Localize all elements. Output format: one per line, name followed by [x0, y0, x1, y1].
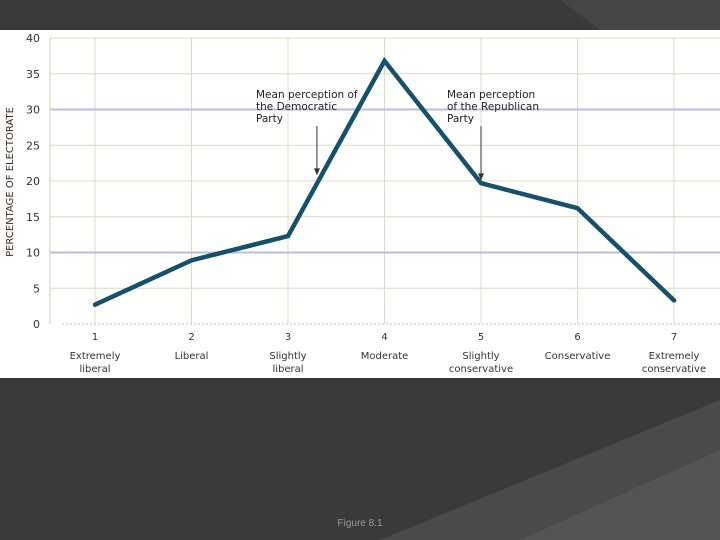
data-point-6 — [575, 206, 580, 211]
y-tick-label-20: 20 — [26, 175, 40, 188]
grid — [49, 37, 720, 325]
annotation-arrowhead-1 — [313, 168, 320, 176]
series — [92, 56, 677, 307]
annotation-text-1: Mean perception of the Democratic Party — [256, 89, 358, 125]
x-tick-label-1: Extremely liberal — [70, 351, 121, 375]
x-tick-label-3: Slightly liberal — [269, 351, 306, 375]
y-tick-label-25: 25 — [26, 139, 40, 152]
x-tick-number-7: 7 — [671, 332, 677, 343]
y-tick-label-30: 30 — [26, 104, 40, 117]
data-point-4 — [382, 58, 387, 63]
annotation-text-2: Mean perception of the Republican Party — [447, 89, 539, 125]
y-axis-label: PERCENTAGE OF ELECTORATE — [5, 107, 16, 257]
y-tick-label-40: 40 — [26, 32, 40, 45]
x-tick-label-5: Slightly conservative — [449, 351, 513, 375]
x-tick-number-5: 5 — [478, 332, 484, 343]
x-axis: 1 Extremely liberal 2 Liberal 3 Slightly libera… — [70, 332, 707, 375]
x-tick-number-2: 2 — [188, 332, 194, 343]
y-tick-label-10: 10 — [26, 247, 40, 260]
background-top-wedge — [560, 0, 720, 30]
y-tick-label-15: 15 — [26, 211, 40, 224]
x-tick-label-4: Moderate — [361, 351, 409, 362]
chart-panel: 0 5 10 15 20 25 30 35 40 1 Extremely liberal 2 Liber… — [0, 30, 720, 378]
figure-caption: Figure 8.1 — [337, 518, 383, 529]
data-point-7 — [672, 298, 676, 303]
data-point-3 — [286, 234, 290, 239]
y-tick-label-35: 35 — [26, 68, 40, 81]
annotations: Mean perception of the Democratic Party Mea… — [256, 89, 539, 181]
x-tick-label-6: Conservative — [545, 351, 611, 362]
x-tick-number-6: 6 — [574, 332, 580, 343]
y-tick-label-0: 0 — [33, 318, 40, 331]
data-point-5 — [479, 181, 483, 186]
data-point-2 — [189, 258, 194, 263]
annotation-arrowhead-2 — [478, 173, 484, 181]
x-tick-number-4: 4 — [381, 332, 387, 343]
data-point-1 — [93, 302, 97, 307]
background-wedge-small — [520, 450, 720, 540]
y-tick-label-5: 5 — [33, 282, 40, 295]
x-tick-number-1: 1 — [92, 332, 98, 343]
x-tick-number-3: 3 — [285, 332, 291, 343]
y-axis: 0 5 10 15 20 25 30 35 40 — [26, 32, 40, 331]
x-tick-label-2: Liberal — [175, 351, 209, 362]
x-tick-label-7: Extremely conservative — [642, 351, 706, 375]
